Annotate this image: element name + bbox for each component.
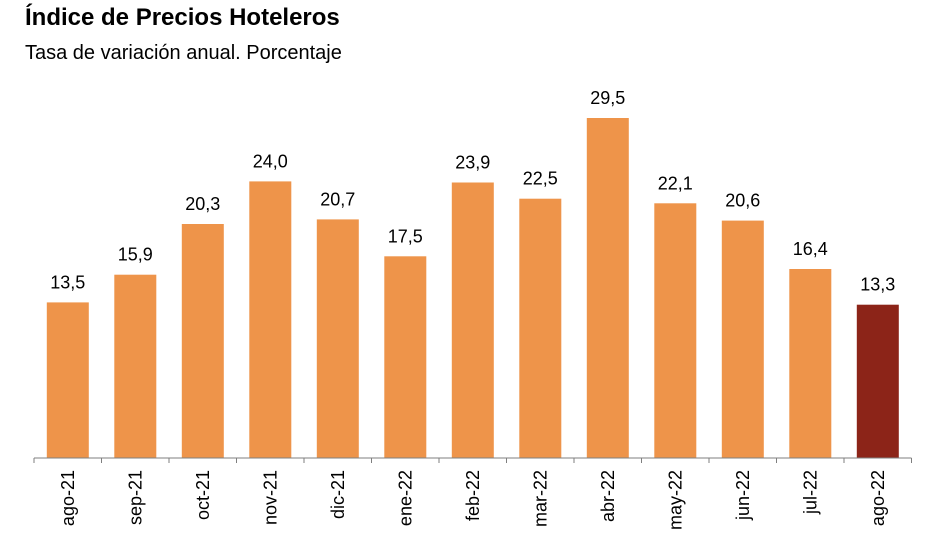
bar-dic-21 xyxy=(316,219,359,458)
bar-ago-21 xyxy=(46,302,89,458)
x-tick-label-sep-21: sep-21 xyxy=(125,470,145,525)
data-label-mar-22: 22,5 xyxy=(523,169,558,189)
bar-jun-22 xyxy=(721,220,764,458)
x-tick-label-ago-22: ago-22 xyxy=(868,470,888,526)
data-label-feb-22: 23,9 xyxy=(455,153,490,173)
x-tick-label-jun-22: jun-22 xyxy=(733,470,753,521)
chart-subtitle: Tasa de variación anual. Porcentaje xyxy=(25,42,342,64)
x-tick-label-feb-22: feb-22 xyxy=(463,470,483,521)
bar-feb-22 xyxy=(451,182,494,458)
bar-may-22 xyxy=(654,203,697,458)
data-label-abr-22: 29,5 xyxy=(590,88,625,108)
bar-abr-22 xyxy=(586,118,629,458)
x-tick-label-nov-21: nov-21 xyxy=(260,470,280,525)
x-tick-label-may-22: may-22 xyxy=(665,470,685,530)
bar-ago-22 xyxy=(856,304,899,458)
x-tick-label-ene-22: ene-22 xyxy=(395,470,415,526)
bar-oct-21 xyxy=(181,224,224,458)
bar-mar-22 xyxy=(519,198,562,458)
data-label-dic-21: 20,7 xyxy=(320,189,355,209)
x-tick-label-mar-22: mar-22 xyxy=(530,470,550,527)
bar-nov-21 xyxy=(249,181,292,458)
data-label-nov-21: 24,0 xyxy=(253,151,288,171)
chart-title: Índice de Precios Hoteleros xyxy=(25,4,340,31)
x-tick-label-dic-21: dic-21 xyxy=(328,470,348,519)
data-label-may-22: 22,1 xyxy=(658,173,693,193)
bar-ene-22 xyxy=(384,256,427,458)
bar-jul-22 xyxy=(789,269,832,458)
data-label-oct-21: 20,3 xyxy=(185,194,220,214)
bar-sep-21 xyxy=(114,274,157,458)
data-label-sep-21: 15,9 xyxy=(118,245,153,265)
data-label-ene-22: 17,5 xyxy=(388,226,423,246)
x-tick-label-jul-22: jul-22 xyxy=(800,470,820,515)
data-label-ago-22: 13,3 xyxy=(860,275,895,295)
x-tick-label-ago-21: ago-21 xyxy=(58,470,78,526)
x-tick-label-oct-21: oct-21 xyxy=(193,470,213,520)
data-label-ago-21: 13,5 xyxy=(50,272,85,292)
x-tick-label-abr-22: abr-22 xyxy=(598,470,618,522)
data-label-jun-22: 20,6 xyxy=(725,191,760,211)
data-label-jul-22: 16,4 xyxy=(793,239,828,259)
